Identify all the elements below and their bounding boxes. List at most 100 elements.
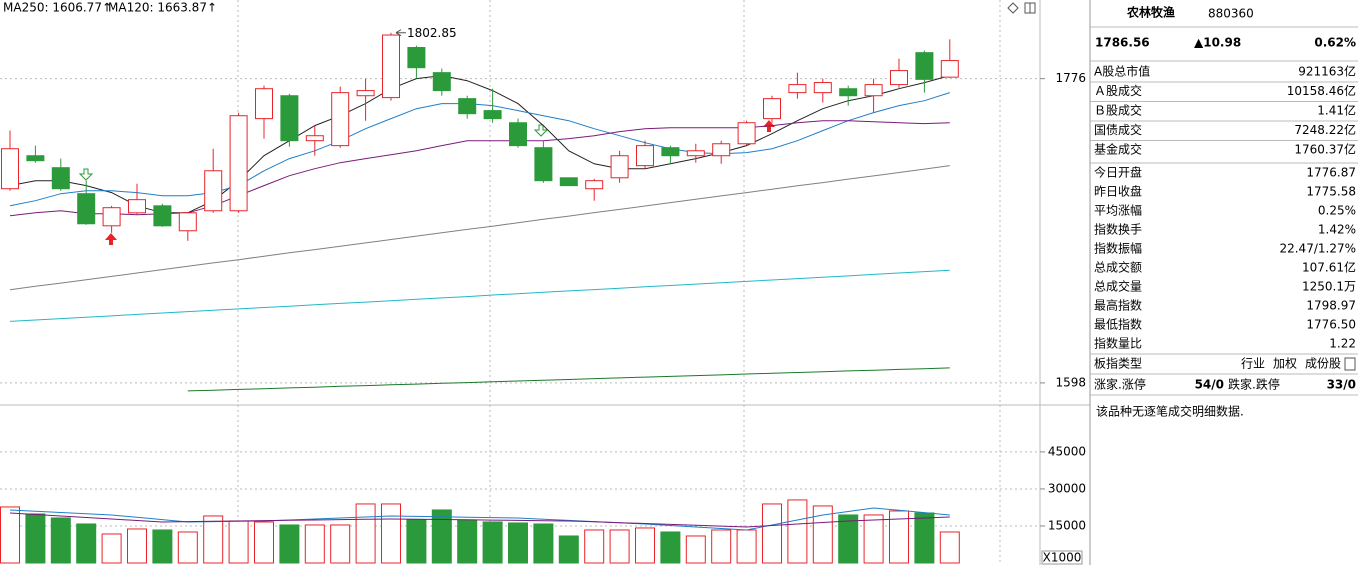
candle-body <box>585 180 604 190</box>
row-label: 指数振幅 <box>1094 241 1142 256</box>
candle-body <box>382 34 400 99</box>
candle-body <box>128 199 146 214</box>
legend-entry: MA120: 1663.87↑ <box>108 1 217 15</box>
row-label: 基金成交 <box>1094 142 1142 157</box>
type-option: 加权 <box>1273 357 1297 371</box>
volume-bar <box>152 529 173 564</box>
up-label: 涨家.涨停 <box>1094 377 1146 392</box>
sector-name: 农林牧渔 <box>1126 5 1175 20</box>
volume-bar <box>482 521 503 564</box>
candle-body <box>534 147 553 182</box>
candle-body <box>940 60 959 78</box>
moving-average-line <box>187 367 950 392</box>
row-value: 1776.87 <box>1306 166 1356 180</box>
moving-average-line <box>9 507 950 531</box>
row-value: 1250.1万 <box>1302 280 1356 294</box>
volume-bar <box>609 529 630 564</box>
volume-bar <box>457 519 478 564</box>
high-marker-arrow <box>395 29 406 37</box>
candle-body <box>864 84 883 97</box>
volume-bar <box>838 514 859 564</box>
row-value: 1.41亿 <box>1317 103 1356 118</box>
candle-body <box>890 70 908 86</box>
volume-bar <box>406 519 427 564</box>
volume-bar <box>76 523 97 564</box>
candle-body <box>737 122 756 145</box>
volume-bar <box>762 503 782 564</box>
y-tick-label: 1598 <box>1055 375 1086 389</box>
volume-bar <box>279 524 300 564</box>
diamond-button[interactable] <box>1007 2 1019 14</box>
unit-box <box>1041 550 1083 565</box>
volume-bar <box>381 503 401 564</box>
candle-body <box>407 47 426 69</box>
candle-body <box>813 82 832 94</box>
note: 该品种无逐笔成交明细数据. <box>1096 404 1244 419</box>
volume-bar <box>812 505 833 564</box>
volume-bar <box>203 515 224 564</box>
row-label: 今日开盘 <box>1094 165 1142 180</box>
sector-code: 880360 <box>1208 7 1254 21</box>
volume-bar <box>254 521 274 564</box>
volume-bar <box>711 529 732 564</box>
row-value: 1775.58 <box>1306 185 1356 199</box>
candle-body <box>559 177 578 187</box>
volume-bar <box>787 499 808 564</box>
volume-bar <box>533 523 554 564</box>
row-label: 最低指数 <box>1094 317 1142 332</box>
row-value: 1798.97 <box>1306 299 1356 313</box>
moving-average-line <box>9 269 950 322</box>
row-label: 最高指数 <box>1094 298 1142 313</box>
row-label: A股总市值 <box>1094 64 1150 79</box>
volume-bar <box>50 517 71 564</box>
row-value: 0.25% <box>1318 204 1356 218</box>
volume-bar <box>101 533 122 564</box>
candle-body <box>788 84 807 94</box>
row-value: 10158.46亿 <box>1287 83 1356 98</box>
volume-bar <box>431 509 452 564</box>
row-label: 总成交量 <box>1094 279 1142 294</box>
row-label: 国债成交 <box>1094 122 1142 137</box>
volume-bar <box>939 531 960 564</box>
volume-bar <box>863 514 884 564</box>
legend-entry: MA250: 1606.77↑ <box>3 1 112 15</box>
down-count: 33/0 <box>1327 378 1356 392</box>
row-label: 指数量比 <box>1094 336 1142 351</box>
candle-body <box>509 122 527 147</box>
row-value: 1760.37亿 <box>1294 142 1356 157</box>
change: ▲10.98 <box>1194 36 1241 50</box>
row-value: 1776.50 <box>1306 318 1356 332</box>
candle-body <box>661 147 680 157</box>
candle-body <box>153 205 172 227</box>
volume-bar <box>889 510 909 564</box>
row-label: Ｂ股成交 <box>1094 103 1142 118</box>
down-label: 跌家.跌停 <box>1228 377 1280 392</box>
volume-bar <box>0 506 20 564</box>
volume-bar <box>660 531 681 564</box>
candle-body <box>458 98 477 115</box>
candle-body <box>51 167 70 190</box>
candle-body <box>178 212 197 232</box>
candle-body <box>77 193 96 225</box>
type-label: 板指类型 <box>1094 356 1142 371</box>
candle-body <box>26 155 45 162</box>
y-tick-label: 30000 <box>1048 481 1086 495</box>
candle-body <box>305 135 324 142</box>
row-value: 1.42% <box>1318 223 1356 237</box>
y-tick-label: 15000 <box>1048 518 1086 532</box>
candle-body <box>915 52 934 80</box>
volume-bar <box>685 535 706 564</box>
candle-body <box>331 92 350 147</box>
row-value: 921163亿 <box>1298 64 1356 79</box>
unit-label: X1000 <box>1043 551 1082 565</box>
row-value: 1.22 <box>1329 337 1356 351</box>
candle-body <box>1 148 19 190</box>
volume-bar <box>228 520 249 564</box>
row-label: 昨日收盘 <box>1094 184 1142 199</box>
candle-body <box>356 90 375 97</box>
moving-average-line <box>9 92 950 207</box>
price: 1786.56 <box>1095 36 1150 50</box>
row-label: 指数换手 <box>1094 222 1142 237</box>
